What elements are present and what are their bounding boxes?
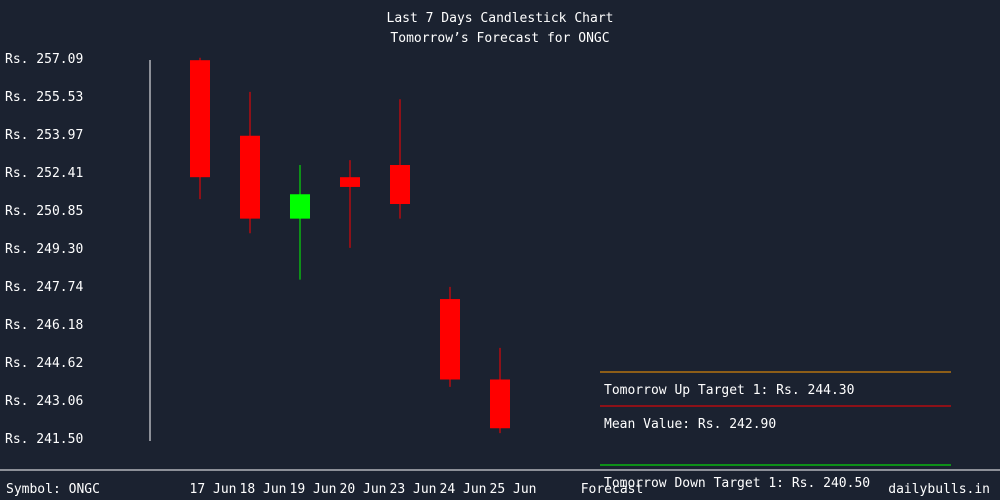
y-tick-label: Rs. 255.53 [5, 90, 83, 105]
y-tick-label: Rs. 250.85 [5, 204, 83, 219]
candle-body [190, 60, 210, 178]
chart-title: Last 7 Days Candlestick Chart [387, 11, 614, 26]
forecast-lines: Tomorrow Up Target 1: Rs. 244.30 Mean Val… [600, 371, 951, 491]
y-tick-label: Rs. 257.09 [5, 52, 83, 67]
x-tick-label: 19 Jun [290, 482, 337, 497]
y-tick-labels: Rs. 257.09 Rs. 255.53 Rs. 253.97 Rs. 252.41… [5, 52, 83, 447]
candle-body [340, 177, 360, 187]
x-tick-label: 25 Jun [490, 482, 537, 497]
candle-body [290, 194, 310, 219]
forecast-label: Tomorrow Up Target 1: Rs. 244.30 [604, 383, 854, 398]
x-tick-labels: 17 Jun 18 Jun 19 Jun 20 Jun 23 Jun 24 Jun 25 J… [190, 482, 644, 497]
y-tick-label: Rs. 247.74 [5, 280, 83, 295]
candles [190, 57, 510, 434]
y-tick-label: Rs. 243.06 [5, 394, 83, 409]
x-tick-label: Forecast [581, 482, 644, 497]
x-tick-label: 17 Jun [190, 482, 237, 497]
y-tick-label: Rs. 244.62 [5, 356, 83, 371]
candle-body [390, 165, 410, 205]
x-tick-label: 18 Jun [240, 482, 287, 497]
candle-body [490, 379, 510, 429]
symbol-label: Symbol: ONGC [6, 482, 100, 497]
candle-body [240, 135, 260, 219]
y-tick-label: Rs. 253.97 [5, 128, 83, 143]
y-tick-label: Rs. 241.50 [5, 432, 83, 447]
y-tick-label: Rs. 246.18 [5, 318, 83, 333]
forecast-label: Tomorrow Down Target 1: Rs. 240.50 [604, 476, 870, 491]
candle-body [440, 299, 460, 380]
chart-subtitle: Tomorrow’s Forecast for ONGC [390, 31, 609, 46]
x-tick-label: 24 Jun [440, 482, 487, 497]
forecast-label: Mean Value: Rs. 242.90 [604, 417, 776, 432]
y-tick-label: Rs. 252.41 [5, 166, 83, 181]
x-tick-label: 20 Jun [340, 482, 387, 497]
site-label: dailybulls.in [888, 482, 990, 497]
y-tick-label: Rs. 249.30 [5, 242, 83, 257]
x-tick-label: 23 Jun [390, 482, 437, 497]
